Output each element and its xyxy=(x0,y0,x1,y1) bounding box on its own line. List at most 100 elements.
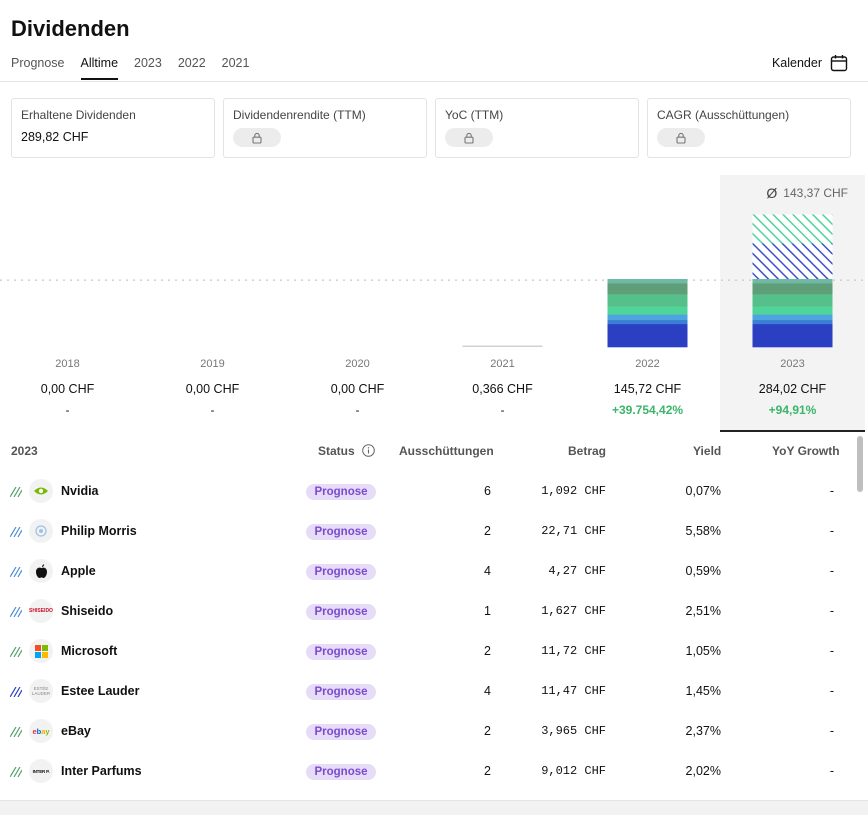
status-badge: Prognose xyxy=(306,724,376,740)
status-badge: Prognose xyxy=(306,644,376,660)
kpi-row: Erhaltene Dividenden 289,82 CHF Dividend… xyxy=(11,98,851,158)
company-name[interactable]: Apple xyxy=(61,564,96,578)
kpi-label: CAGR (Ausschüttungen) xyxy=(657,108,790,122)
amount-value: 1,092 CHF xyxy=(541,484,606,498)
tab-2023[interactable]: 2023 xyxy=(134,56,162,70)
yield-value: 0,59% xyxy=(685,564,721,578)
company-name[interactable]: eBay xyxy=(61,724,91,738)
yield-value: 0,07% xyxy=(685,484,721,498)
table-scrollbar[interactable] xyxy=(857,436,863,492)
company-name[interactable]: Nvidia xyxy=(61,484,99,498)
year-amount: 0,00 CHF xyxy=(185,382,240,396)
kpi-label: Dividendenrendite (TTM) xyxy=(233,108,366,122)
year-label: 2023 xyxy=(780,358,805,370)
average-label: Ø 143,37 CHF xyxy=(766,185,848,201)
table-row[interactable]: Microsoft Prognose 2 11,72 CHF 1,05% - xyxy=(0,632,852,672)
average-icon: Ø xyxy=(766,185,778,201)
lock-icon xyxy=(676,132,686,144)
year-amount: 145,72 CHF xyxy=(613,382,682,396)
table-header-yield[interactable]: Yield xyxy=(693,444,722,458)
year-column-2021[interactable]: 2021 0,366 CHF - xyxy=(430,175,575,431)
calendar-icon xyxy=(830,55,848,72)
forecast-hatch-icon xyxy=(10,487,22,497)
forecast-hatch-icon xyxy=(10,647,22,657)
table-row[interactable]: Apple Prognose 4 4,27 CHF 0,59% - xyxy=(0,552,852,592)
info-icon[interactable] xyxy=(362,444,375,457)
locked-pill[interactable] xyxy=(657,128,705,147)
yield-value: 2,37% xyxy=(685,724,721,738)
yield-value: 2,02% xyxy=(685,764,721,778)
locked-pill[interactable] xyxy=(233,128,281,147)
amount-value: 3,965 CHF xyxy=(541,724,606,738)
table-header-payouts[interactable]: Ausschüttungen xyxy=(399,444,494,458)
table-row[interactable]: INTER P. Inter Parfums Prognose 2 9,012 CHF 2… xyxy=(0,752,852,792)
year-column-2023[interactable]: 2023 284,02 CHF +94,91% xyxy=(720,175,865,431)
amount-value: 11,47 CHF xyxy=(541,684,606,698)
payout-count: 6 xyxy=(484,484,491,498)
table-header-amount[interactable]: Betrag xyxy=(568,444,607,458)
company-name[interactable]: Shiseido xyxy=(61,604,114,618)
forecast-hatch-icon xyxy=(10,767,22,777)
lock-icon xyxy=(252,132,262,144)
yoy-value: - xyxy=(829,484,834,498)
amount-value: 11,72 CHF xyxy=(541,644,606,658)
period-tabs: Prognose Alltime 2023 2022 2021 xyxy=(11,56,249,80)
company-name[interactable]: Inter Parfums xyxy=(61,764,142,778)
company-name[interactable]: Microsoft xyxy=(61,644,118,658)
status-badge: Prognose xyxy=(306,684,376,700)
yield-value: 5,58% xyxy=(685,524,721,538)
kpi-label: YoC (TTM) xyxy=(445,108,504,122)
table-row[interactable]: Nvidia Prognose 6 1,092 CHF 0,07% - xyxy=(0,472,852,512)
average-value: 143,37 CHF xyxy=(783,186,848,200)
year-amount: 0,366 CHF xyxy=(472,382,533,396)
estee-lauder-logo: ESTĒE LAUDER xyxy=(29,679,53,703)
tab-alltime[interactable]: Alltime xyxy=(80,56,119,80)
table-header-yoy[interactable]: YoY Growth xyxy=(772,444,840,458)
calendar-button[interactable]: Kalender xyxy=(772,54,848,72)
tab-2021[interactable]: 2021 xyxy=(221,56,250,70)
status-badge: Prognose xyxy=(306,764,376,780)
year-amount: 0,00 CHF xyxy=(40,382,95,396)
year-column-2020[interactable]: 2020 0,00 CHF - xyxy=(285,175,430,431)
microsoft-logo xyxy=(29,639,53,663)
table-header-year: 2023 xyxy=(11,444,38,458)
table-row[interactable]: SHISEIDO Shiseido Prognose 1 1,627 CHF 2,51% - xyxy=(0,592,852,632)
year-growth: +94,91% xyxy=(768,403,817,417)
table-row[interactable]: ebay eBay Prognose 2 3,965 CHF 2,37% - xyxy=(0,712,852,752)
amount-value: 1,627 CHF xyxy=(541,604,606,618)
year-column-2018[interactable]: 2018 0,00 CHF - xyxy=(0,175,140,431)
lock-icon xyxy=(464,132,474,144)
company-name[interactable]: Estee Lauder xyxy=(61,684,140,698)
shiseido-logo: SHISEIDO xyxy=(29,599,53,623)
yield-value: 1,05% xyxy=(685,644,721,658)
bar-2021 xyxy=(462,345,543,347)
bar-2023 xyxy=(752,214,833,348)
yoy-value: - xyxy=(829,724,834,738)
year-label: 2019 xyxy=(200,358,225,370)
yield-value: 1,45% xyxy=(685,684,721,698)
forecast-hatch-icon xyxy=(10,607,22,617)
table-header-status[interactable]: Status xyxy=(318,444,375,458)
table-header: 2023 Status Ausschüttungen Betrag Yield … xyxy=(0,444,852,460)
table-row[interactable]: Philip Morris Prognose 2 22,71 CHF 5,58% - xyxy=(0,512,852,552)
locked-pill[interactable] xyxy=(445,128,493,147)
apple-logo xyxy=(29,559,53,583)
company-name[interactable]: Philip Morris xyxy=(61,524,137,538)
chart-svg xyxy=(0,214,868,348)
bottom-scroll-track xyxy=(0,800,868,815)
year-column-2022[interactable]: 2022 145,72 CHF +39.754,42% xyxy=(575,175,720,431)
tab-2022[interactable]: 2022 xyxy=(177,56,206,70)
yoy-value: - xyxy=(829,684,834,698)
year-growth: - xyxy=(65,403,70,417)
year-label: 2022 xyxy=(635,358,660,370)
year-column-2019[interactable]: 2019 0,00 CHF - xyxy=(140,175,285,431)
kpi-dividend-yield: Dividendenrendite (TTM) xyxy=(223,98,427,158)
table-row[interactable]: ESTĒE LAUDER Estee Lauder Prognose 4 11,47 CH… xyxy=(0,672,852,712)
yoy-value: - xyxy=(829,644,834,658)
page-title: Dividenden xyxy=(11,16,130,41)
payout-count: 2 xyxy=(484,524,491,538)
tab-prognose[interactable]: Prognose xyxy=(11,56,65,70)
dividend-chart: Ø 143,37 CHF 2018 0,00 CHF - 2019 0,00 C… xyxy=(0,175,868,432)
kpi-cagr: CAGR (Ausschüttungen) xyxy=(647,98,851,158)
status-badge: Prognose xyxy=(306,604,376,620)
